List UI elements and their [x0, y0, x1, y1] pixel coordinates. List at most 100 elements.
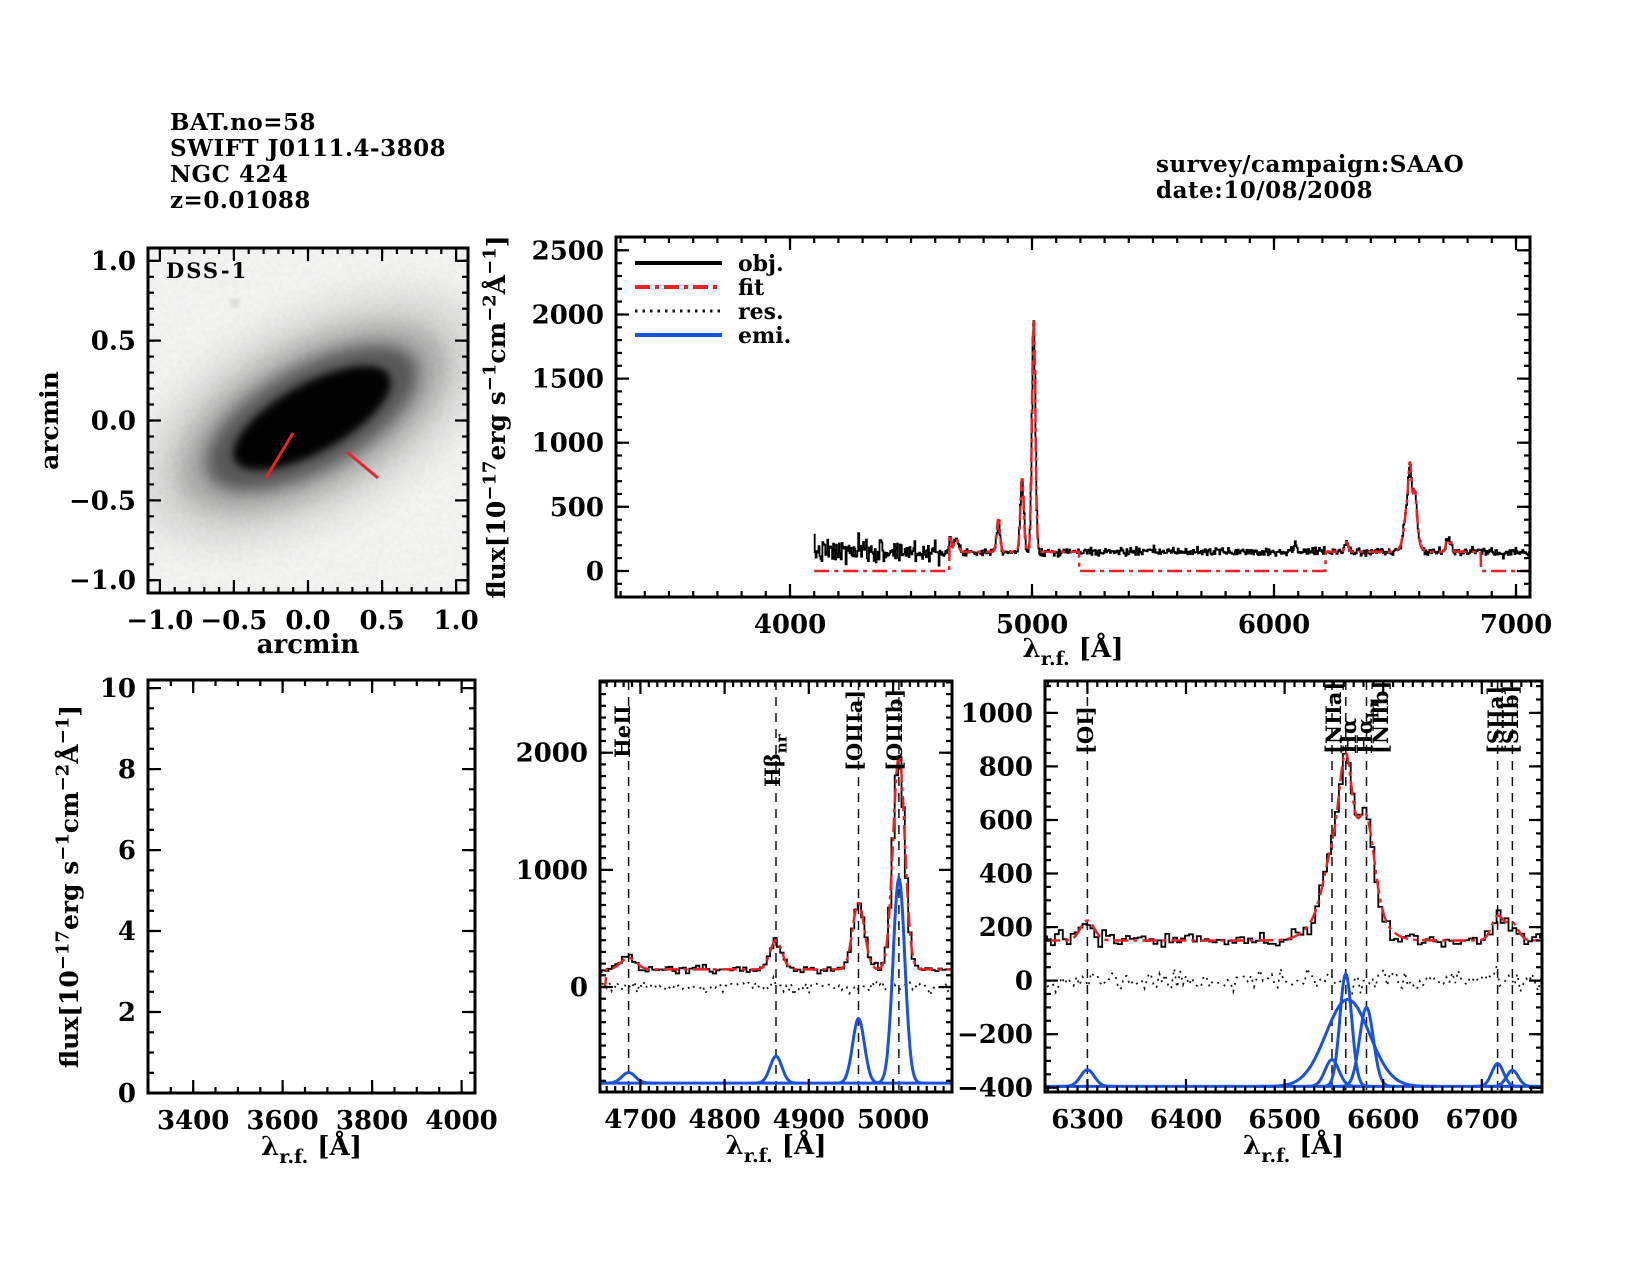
x-tick-label: 6300	[1051, 1105, 1123, 1135]
dss-image-frame	[146, 246, 470, 595]
x-tick-label: 6000	[1238, 610, 1310, 640]
y-tick-label: 2	[118, 998, 136, 1028]
line-marker-label: Hαbr	[1352, 698, 1382, 754]
legend-label: fit	[738, 275, 765, 301]
header-line-bat: BAT.no=58	[170, 109, 317, 136]
emission-component	[1320, 971, 1371, 1088]
y-tick-label: 2500	[532, 236, 604, 266]
hbeta-oiii-zoom-panel: 4700 4800 4900 5000 0 1000 2000 λr.f. [Å] HeII Hβ…	[516, 679, 954, 1167]
emission-component	[1337, 1005, 1396, 1088]
emission-component	[1303, 1058, 1361, 1088]
x-tick-label: 4800	[688, 1105, 760, 1135]
x-tick-label: −0.5	[200, 606, 267, 636]
empty-blue-range-y-axis-title: flux[10−17erg s−1cm−2Å−1]	[53, 705, 85, 1068]
x-tick-label: 3800	[336, 1106, 408, 1136]
spectrum-fit-line	[814, 318, 1529, 573]
empty-blue-range-panel: 3400 3600 3800 4000 0 2 4 6 8 10 λr.f. [Å] flux[10−…	[53, 674, 498, 1168]
y-tick-label: 1500	[532, 365, 604, 395]
date-line: date:10/08/2008	[1156, 177, 1374, 204]
x-tick-label: 1.0	[433, 606, 478, 636]
y-tick-label: 0	[1015, 967, 1033, 997]
full-spectrum-x-axis-title: λr.f. [Å]	[1022, 633, 1123, 670]
spectrum-fit-line	[1046, 751, 1541, 942]
x-tick-label: −1.0	[126, 606, 193, 636]
emission-component	[874, 874, 924, 1085]
y-tick-label: 6	[118, 836, 136, 866]
hbeta-oiii-zoom-plot-area	[601, 682, 951, 1091]
y-tick-label: 1000	[961, 699, 1033, 729]
legend-label: emi.	[738, 323, 791, 349]
x-tick-label: 4000	[754, 610, 826, 640]
line-marker-label: Hα	[1336, 718, 1361, 754]
emission-component	[1256, 997, 1438, 1088]
full-spectrum-frame	[614, 235, 1532, 599]
x-tick-label: 5000	[996, 610, 1068, 640]
halpha-zoom-panel: 6300 6400 6500 6600 6700 −400 −200 0 200 400 600 80…	[957, 679, 1544, 1167]
slit-position-mark	[346, 450, 379, 480]
dss-image-x-axis-title: arcmin	[257, 630, 360, 660]
y-tick-label: 500	[550, 493, 604, 523]
x-tick-label: 6700	[1446, 1105, 1518, 1135]
line-marker-label: [NIIb]	[1368, 681, 1393, 754]
y-tick-label: 1000	[516, 856, 588, 886]
spectrum-fit-line	[601, 755, 951, 989]
y-tick-label: −200	[957, 1020, 1033, 1050]
hbeta-oiii-zoom-frame	[598, 679, 954, 1094]
spectrum-obj-line	[1046, 752, 1541, 948]
line-marker-label: [OIIIb]	[882, 689, 907, 771]
halpha-zoom-frame	[1043, 679, 1544, 1094]
y-tick-label: −0.5	[69, 486, 136, 516]
x-tick-label: 5000	[857, 1105, 929, 1135]
object-header: BAT.no=58 SWIFT J0111.4-3808 NGC 424 z=0…	[170, 110, 446, 214]
spectrum-obj-line	[813, 320, 1529, 567]
x-tick-label: 3400	[157, 1106, 229, 1136]
x-tick-label: 6600	[1347, 1105, 1419, 1135]
halpha-zoom-plot-area	[1046, 682, 1541, 1091]
hbeta-oiii-zoom-x-axis-title: λr.f. [Å]	[725, 1130, 826, 1167]
y-tick-label: 200	[979, 913, 1033, 943]
x-tick-label: 6400	[1150, 1105, 1222, 1135]
full-spectrum-plot-area	[813, 318, 1529, 573]
y-tick-label: 8	[118, 755, 136, 785]
galaxy-ellipse	[233, 365, 391, 471]
legend-label: res.	[738, 299, 784, 325]
line-marker-label: [SIIa]	[1483, 686, 1508, 754]
y-tick-label: 0.5	[91, 327, 136, 357]
x-tick-label: 4700	[604, 1105, 676, 1135]
emission-component	[601, 1071, 657, 1085]
header-line-ngc: NGC 424	[170, 161, 289, 188]
star-speck	[232, 300, 238, 306]
empty-blue-range-frame	[146, 678, 477, 1095]
y-tick-label: 0.0	[91, 407, 136, 437]
y-tick-label: 4	[118, 917, 136, 947]
line-marker-label: [SIIb]	[1498, 685, 1523, 754]
y-tick-label: 400	[979, 860, 1033, 890]
spectrum-res-line	[601, 974, 951, 999]
y-tick-label: 0	[586, 557, 604, 587]
x-tick-label: 7000	[1480, 610, 1552, 640]
line-marker-label: Hβnr	[760, 733, 790, 787]
y-tick-label: 0	[118, 1079, 136, 1109]
x-tick-label: 0.0	[285, 606, 330, 636]
y-tick-label: 0	[570, 973, 588, 1003]
x-tick-label: 4000	[425, 1106, 497, 1136]
full-spectrum-y-axis-title: flux[10−17erg s−1cm−2Å−1]	[480, 235, 512, 598]
dss-image-panel: DSS-1−1.0 −0.5 0.0 0.5 1.01.00.50.0−0.5−1.0a…	[35, 246, 479, 660]
legend-label: obj.	[738, 251, 784, 277]
y-tick-label: 600	[979, 806, 1033, 836]
header-line-redshift: z=0.01088	[170, 187, 311, 214]
y-tick-label: 800	[979, 752, 1033, 782]
line-marker-label: HeII	[610, 705, 635, 758]
x-tick-label: 3600	[246, 1106, 318, 1136]
emission-component	[751, 1054, 801, 1085]
y-tick-label: 10	[100, 674, 136, 704]
x-tick-label: 4900	[773, 1105, 845, 1135]
survey-header: survey/campaign:SAAO date:10/08/2008	[1156, 152, 1464, 204]
x-tick-label: 6500	[1248, 1105, 1320, 1135]
empty-blue-range-x-axis-title: λr.f. [Å]	[261, 1131, 362, 1168]
survey-line: survey/campaign:SAAO	[1156, 151, 1465, 178]
line-marker-label: [NIIa]	[1321, 682, 1346, 754]
halpha-zoom-x-axis-title: λr.f. [Å]	[1243, 1130, 1344, 1167]
